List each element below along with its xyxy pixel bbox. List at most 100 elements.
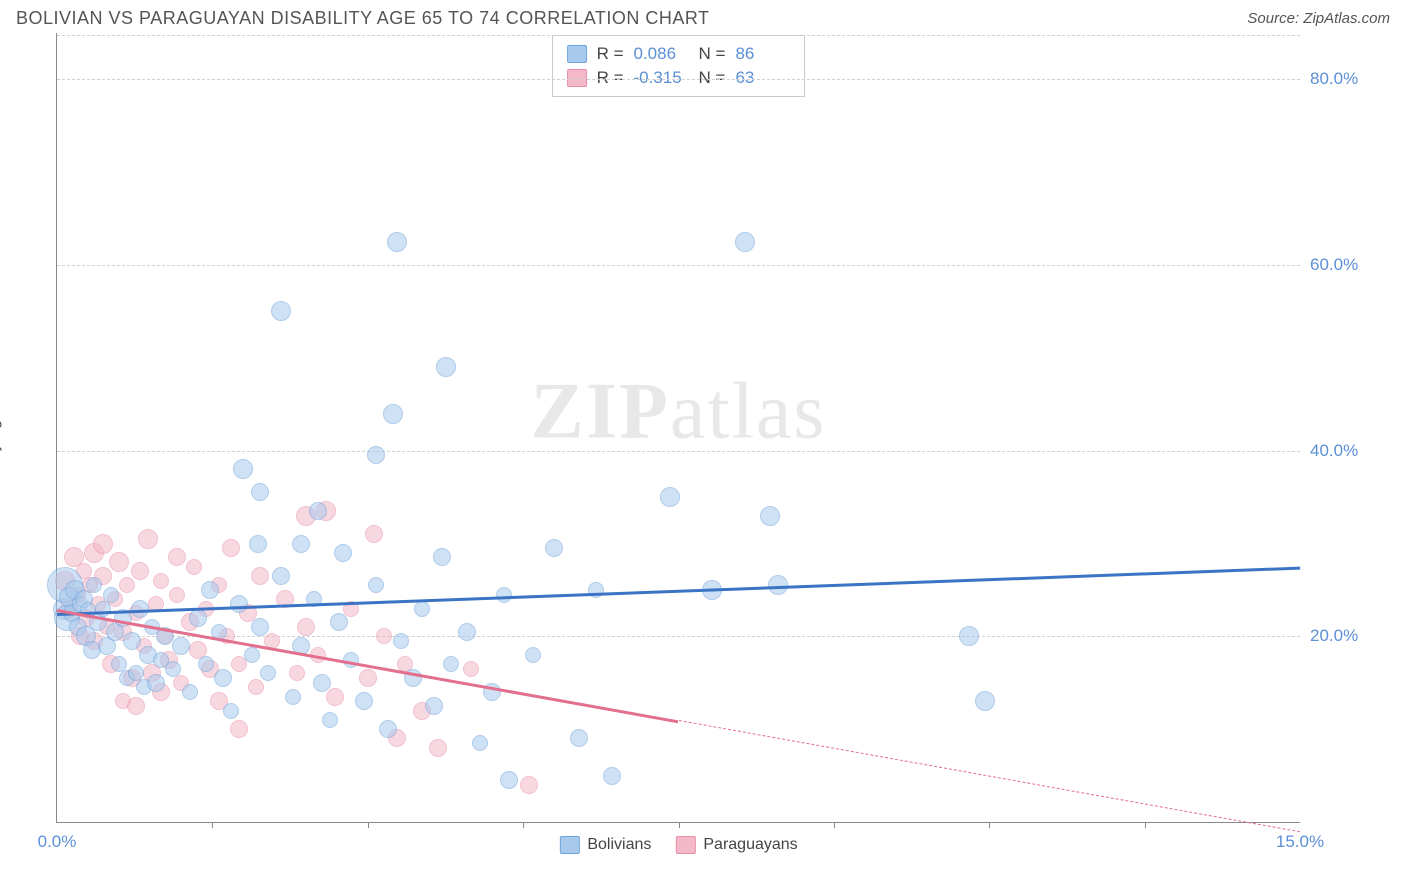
stats-n-value: 86 [735,44,790,64]
scatter-point [330,613,348,631]
scatter-point [463,661,479,677]
legend-label: Paraguayans [703,836,797,854]
scatter-point [393,633,409,649]
trend-line-extrapolated [678,720,1300,832]
x-tick [368,822,369,828]
scatter-point [496,587,512,603]
scatter-point [201,581,219,599]
scatter-point [230,720,248,738]
scatter-point [429,739,447,757]
legend-swatch [559,836,579,854]
scatter-point [271,301,291,321]
scatter-point [414,601,430,617]
scatter-point [223,703,239,719]
scatter-point [131,600,149,618]
scatter-point [367,446,385,464]
scatter-point [313,674,331,692]
scatter-point [292,535,310,553]
x-tick-label: 15.0% [1276,832,1324,852]
watermark-light: atlas [670,367,827,455]
trend-line [57,567,1300,616]
scatter-point [959,626,979,646]
scatter-point [244,647,260,663]
scatter-point [436,357,456,377]
scatter-point [186,559,202,575]
scatter-point [230,595,248,613]
y-tick-label: 40.0% [1310,441,1380,461]
scatter-point [760,506,780,526]
scatter-point [168,548,186,566]
scatter-point [249,535,267,553]
stats-r-label: R = [597,44,624,64]
scatter-point [660,487,680,507]
watermark-bold: ZIP [531,367,670,455]
scatter-point [95,601,111,617]
stats-r-label: R = [597,68,624,88]
gridline [57,79,1300,80]
series-legend: Bolivians Paraguayans [559,836,797,854]
scatter-point [359,669,377,687]
y-tick-label: 20.0% [1310,626,1380,646]
scatter-point [147,674,165,692]
gridline [57,265,1300,266]
stats-row: R = 0.086 N = 86 [567,42,791,66]
scatter-point [975,691,995,711]
scatter-point [251,618,269,636]
scatter-point [123,632,141,650]
legend-item: Paraguayans [675,836,797,854]
source-attribution: Source: ZipAtlas.com [1247,10,1390,27]
scatter-point [127,697,145,715]
stats-r-value: 0.086 [634,44,689,64]
scatter-point [285,689,301,705]
scatter-point [425,697,443,715]
scatter-point [289,665,305,681]
stats-r-value: -0.315 [634,68,689,88]
stats-n-label: N = [699,44,726,64]
scatter-point [182,684,198,700]
scatter-point [472,735,488,751]
correlation-stats-box: R =0.086N =86R =-0.315N =63 [552,35,806,97]
stats-swatch [567,69,587,87]
scatter-point [233,459,253,479]
scatter-point [355,692,373,710]
stats-n-label: N = [699,68,726,88]
scatter-point [103,587,119,603]
x-tick [834,822,835,828]
scatter-point [383,404,403,424]
source-prefix: Source: [1247,10,1303,27]
scatter-point [322,712,338,728]
scatter-point [248,679,264,695]
scatter-point [433,548,451,566]
scatter-point [379,720,397,738]
scatter-point [251,483,269,501]
x-tick [523,822,524,828]
scatter-point [545,539,563,557]
scatter-point [603,767,621,785]
x-tick [989,822,990,828]
scatter-point [119,577,135,593]
scatter-point [309,502,327,520]
chart-container: Disability Age 65 to 74 ZIPatlas R =0.08… [16,33,1390,823]
scatter-point [260,665,276,681]
scatter-point [93,534,113,554]
scatter-point [131,562,149,580]
scatter-point [334,544,352,562]
y-tick-label: 80.0% [1310,69,1380,89]
chart-plot-area: ZIPatlas R =0.086N =86R =-0.315N =63 Bol… [56,33,1300,823]
gridline [57,35,1300,36]
y-axis-title: Disability Age 65 to 74 [0,349,3,507]
scatter-point [500,771,518,789]
scatter-point [214,669,232,687]
scatter-point [189,609,207,627]
legend-item: Bolivians [559,836,651,854]
scatter-point [570,729,588,747]
scatter-point [86,577,102,593]
scatter-point [365,525,383,543]
scatter-point [138,529,158,549]
scatter-point [387,232,407,252]
x-tick-label: 0.0% [38,832,77,852]
chart-header: BOLIVIAN VS PARAGUAYAN DISABILITY AGE 65… [0,0,1406,33]
scatter-point [272,567,290,585]
scatter-point [109,552,129,572]
scatter-point [443,656,459,672]
